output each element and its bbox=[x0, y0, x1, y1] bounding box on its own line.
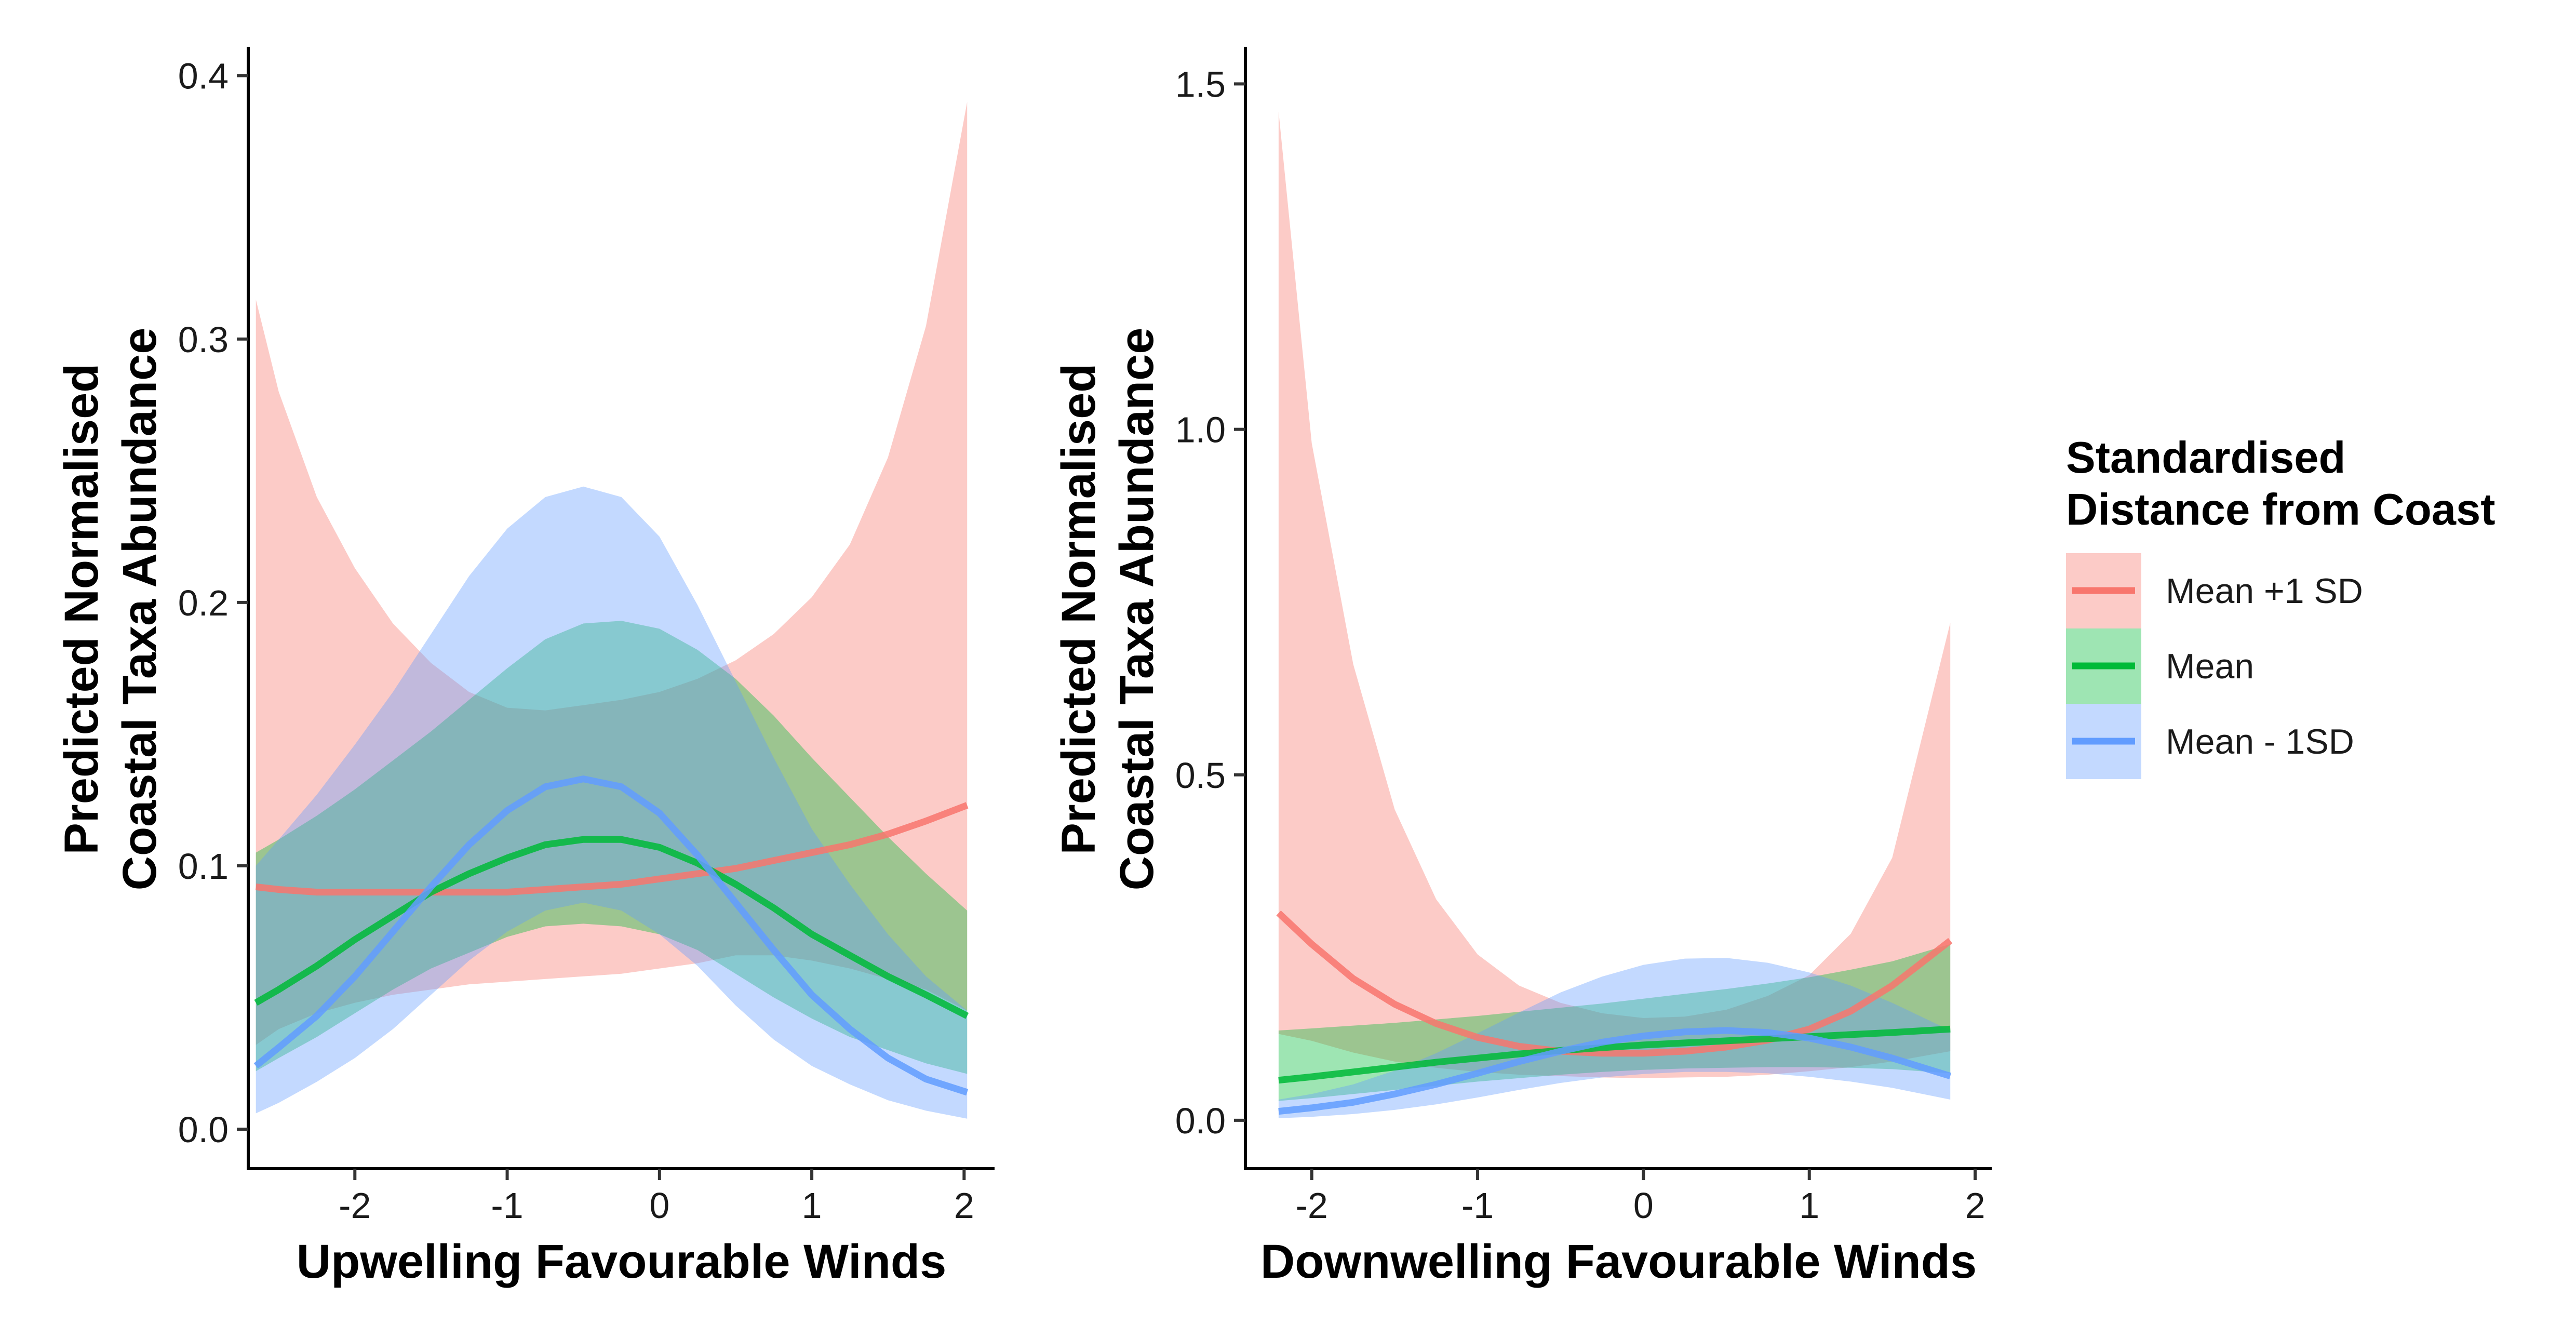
x-tick-label-upwelling-2: 0 bbox=[649, 1185, 669, 1226]
x-axis-title-upwelling: Upwelling Favourable Winds bbox=[297, 1235, 947, 1288]
line-upwelling-series-1 bbox=[254, 836, 969, 1019]
y-tick-label-upwelling-2: 0.2 bbox=[178, 583, 229, 623]
x-tick-label-downwelling-1: -1 bbox=[1461, 1185, 1494, 1226]
y-axis-title-line2-upwelling: Coastal Taxa Abundance bbox=[113, 328, 166, 891]
legend-label-0: Mean +1 SD bbox=[2166, 571, 2363, 611]
line-downwelling-series-2 bbox=[1278, 1027, 1952, 1115]
x-tick-label-downwelling-3: 1 bbox=[1799, 1185, 1819, 1226]
y-tick-label-downwelling-1: 0.5 bbox=[1175, 755, 1226, 796]
x-tick-label-upwelling-4: 2 bbox=[954, 1185, 974, 1226]
x-tick-label-upwelling-3: 1 bbox=[802, 1185, 822, 1226]
line-upwelling-series-2 bbox=[253, 775, 969, 1096]
x-tick-label-upwelling-1: -1 bbox=[491, 1185, 523, 1226]
y-tick-label-upwelling-1: 0.1 bbox=[178, 846, 229, 887]
ribbon-downwelling-series-0 bbox=[1278, 111, 1951, 1078]
y-tick-label-upwelling-3: 0.3 bbox=[178, 319, 229, 360]
line-upwelling-series-0 bbox=[255, 802, 969, 896]
y-tick-label-upwelling-4: 0.4 bbox=[178, 56, 229, 97]
legend: Standardised Distance from Coast Mean +1… bbox=[2066, 433, 2496, 779]
legend-label-2: Mean - 1SD bbox=[2166, 722, 2354, 761]
y-axis-title-line1-downwelling: Predicted Normalised bbox=[1052, 364, 1105, 855]
y-tick-label-downwelling-3: 1.5 bbox=[1175, 64, 1226, 105]
legend-items: Mean +1 SD Mean Mean - 1SD bbox=[2066, 553, 2363, 779]
legend-title-line2: Distance from Coast bbox=[2066, 485, 2496, 534]
legend-title-line1: Standardised bbox=[2066, 433, 2345, 483]
line-downwelling-series-1 bbox=[1278, 1025, 1951, 1084]
y-tick-label-downwelling-0: 0.0 bbox=[1175, 1101, 1226, 1141]
x-tick-label-upwelling-0: -2 bbox=[339, 1185, 371, 1226]
ribbon-upwelling-series-0 bbox=[256, 102, 968, 1045]
y-tick-label-upwelling-0: 0.0 bbox=[178, 1109, 229, 1150]
legend-label-1: Mean bbox=[2166, 647, 2254, 686]
x-axis-title-downwelling: Downwelling Favourable Winds bbox=[1260, 1235, 1977, 1288]
y-tick-label-downwelling-2: 1.0 bbox=[1175, 410, 1226, 450]
x-tick-label-downwelling-2: 0 bbox=[1633, 1185, 1654, 1226]
x-tick-label-downwelling-4: 2 bbox=[1965, 1185, 1985, 1226]
x-tick-label-downwelling-0: -2 bbox=[1296, 1185, 1328, 1226]
panel-downwelling: 0.0 0.5 1.0 1.5 -2 -1 0 1 2 Downwelling Favourabl… bbox=[1052, 47, 1992, 1288]
line-downwelling-series-0 bbox=[1276, 911, 1953, 1057]
y-axis-title-line2-downwelling: Coastal Taxa Abundance bbox=[1110, 328, 1163, 891]
ribbon-upwelling-series-1 bbox=[256, 621, 968, 1074]
ribbon-upwelling-series-2 bbox=[256, 486, 968, 1119]
y-axis-title-line1-upwelling: Predicted Normalised bbox=[55, 364, 108, 855]
